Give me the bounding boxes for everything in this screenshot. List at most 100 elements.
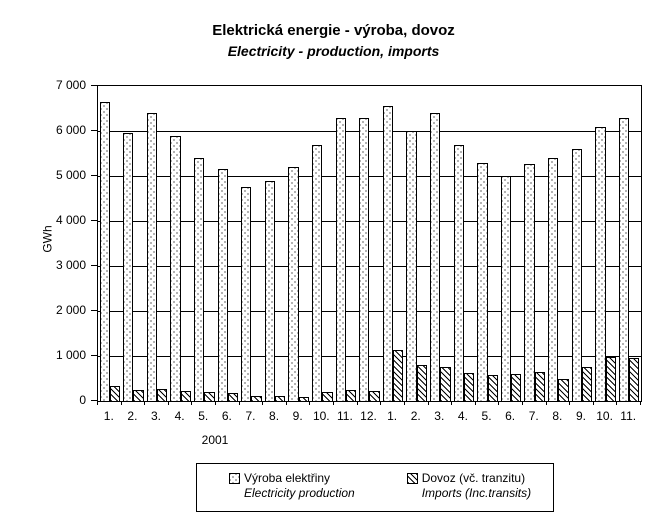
y-axis-label: 1 000 — [55, 348, 86, 362]
x-axis-label: 9. — [292, 409, 303, 423]
bar-imports — [369, 391, 380, 401]
legend-entry-imports: Dovoz (vč. tranzitu) Imports (Inc.transi… — [406, 471, 532, 501]
y-axis-tick — [91, 84, 97, 86]
legend-label-production-en: Electricity production — [244, 486, 355, 500]
bar-imports — [534, 372, 546, 401]
bar-imports — [322, 392, 333, 401]
x-axis-tick — [144, 401, 146, 405]
x-axis-label: 10. — [596, 409, 613, 423]
x-axis-label: 11. — [336, 409, 353, 423]
bar-production — [500, 176, 512, 401]
bar-imports — [605, 356, 616, 401]
x-axis-label: 10. — [312, 409, 330, 423]
gridline — [98, 130, 641, 132]
x-axis-tick — [191, 401, 193, 405]
x-axis-tick — [545, 401, 547, 405]
bar-imports — [581, 366, 593, 401]
bar-production — [382, 106, 394, 401]
x-axis-year-label: 2001 — [201, 433, 229, 447]
legend-entry-production: Výroba elektřiny Electricity production — [229, 471, 355, 501]
x-axis-label: 4. — [457, 409, 468, 423]
x-axis-tick — [451, 401, 453, 405]
x-axis-label: 1. — [103, 409, 114, 423]
bar-imports — [180, 391, 191, 401]
plot-area — [97, 85, 642, 402]
bar-imports — [629, 357, 640, 401]
legend: Výroba elektřiny Electricity production … — [196, 463, 554, 512]
x-axis-tick — [356, 401, 358, 405]
bar-production — [217, 169, 228, 401]
y-axis-tick — [91, 354, 97, 356]
gridline — [98, 310, 641, 312]
bar-imports — [393, 350, 404, 401]
x-axis-label: 12. — [360, 409, 377, 423]
bar-production — [335, 118, 346, 401]
y-axis-label: 5 000 — [55, 168, 86, 182]
legend-label-imports-en: Imports (Inc.transits) — [421, 486, 532, 500]
y-axis-label: 7 000 — [55, 78, 86, 92]
x-axis-label: 5. — [481, 409, 492, 423]
bar-production — [524, 163, 535, 401]
bar-imports — [227, 393, 239, 401]
bar-imports — [251, 396, 262, 401]
y-axis-tick — [91, 129, 97, 131]
y-axis-tick — [91, 174, 97, 176]
y-axis-label: 2 000 — [55, 303, 86, 317]
bar-imports — [109, 386, 121, 401]
x-axis-label: 4. — [174, 409, 185, 423]
bar-imports — [275, 396, 286, 401]
production-swatch-icon — [229, 473, 240, 484]
bar-production — [453, 144, 464, 401]
x-axis-tick — [262, 401, 264, 405]
gridline — [98, 220, 641, 222]
y-axis-label: 6 000 — [55, 123, 86, 137]
legend-label-production: Výroba elektřiny — [244, 471, 331, 485]
chart-subtitle: Electricity - production, imports — [227, 43, 440, 59]
bar-production — [311, 144, 323, 401]
bar-production — [99, 101, 110, 401]
bar-production — [406, 131, 417, 401]
bar-imports — [558, 378, 569, 401]
y-axis-label: 0 — [79, 393, 86, 407]
x-axis-label: 7. — [528, 409, 539, 423]
y-axis-label: 4 000 — [55, 213, 86, 227]
x-axis-tick — [569, 401, 571, 405]
y-axis-label: 3 000 — [55, 258, 86, 272]
bar-production — [288, 167, 299, 401]
x-axis-tick — [521, 401, 523, 405]
x-axis-label: 3. — [434, 409, 445, 423]
bar-production — [477, 162, 488, 401]
x-axis-label: 2. — [127, 409, 138, 423]
x-axis-tick — [380, 401, 382, 405]
bar-production — [618, 117, 630, 401]
bar-production — [548, 158, 559, 401]
gridline — [98, 175, 641, 177]
chart-title: Elektrická energie - výroba, dovoz — [212, 22, 455, 39]
x-axis-label: 8. — [552, 409, 563, 423]
x-axis-label: 6. — [505, 409, 516, 423]
imports-swatch-icon — [406, 473, 418, 484]
bar-imports — [440, 366, 451, 401]
x-axis-tick — [640, 401, 641, 405]
y-axis-tick — [91, 309, 97, 311]
legend-label-imports: Dovoz (vč. tranzitu) — [421, 471, 526, 485]
x-axis-tick — [616, 401, 618, 405]
x-axis-tick — [592, 401, 594, 405]
x-axis-label: 6. — [221, 409, 232, 423]
x-axis-tick — [285, 401, 287, 405]
bar-imports — [487, 375, 498, 401]
bar-production — [170, 135, 181, 401]
bar-production — [193, 158, 205, 401]
x-axis-label: 5. — [198, 409, 209, 423]
y-axis-tick — [91, 399, 97, 401]
x-axis-label: 8. — [269, 409, 280, 423]
x-axis-label: 11. — [620, 409, 637, 423]
bar-production — [241, 187, 252, 401]
bar-production — [571, 149, 582, 401]
y-axis-title: GWh — [40, 225, 55, 253]
x-axis-tick — [120, 401, 122, 405]
x-axis-label: 3. — [151, 409, 162, 423]
bar-imports — [416, 365, 427, 401]
gridline — [98, 265, 641, 267]
x-axis-label: 7. — [245, 409, 256, 423]
